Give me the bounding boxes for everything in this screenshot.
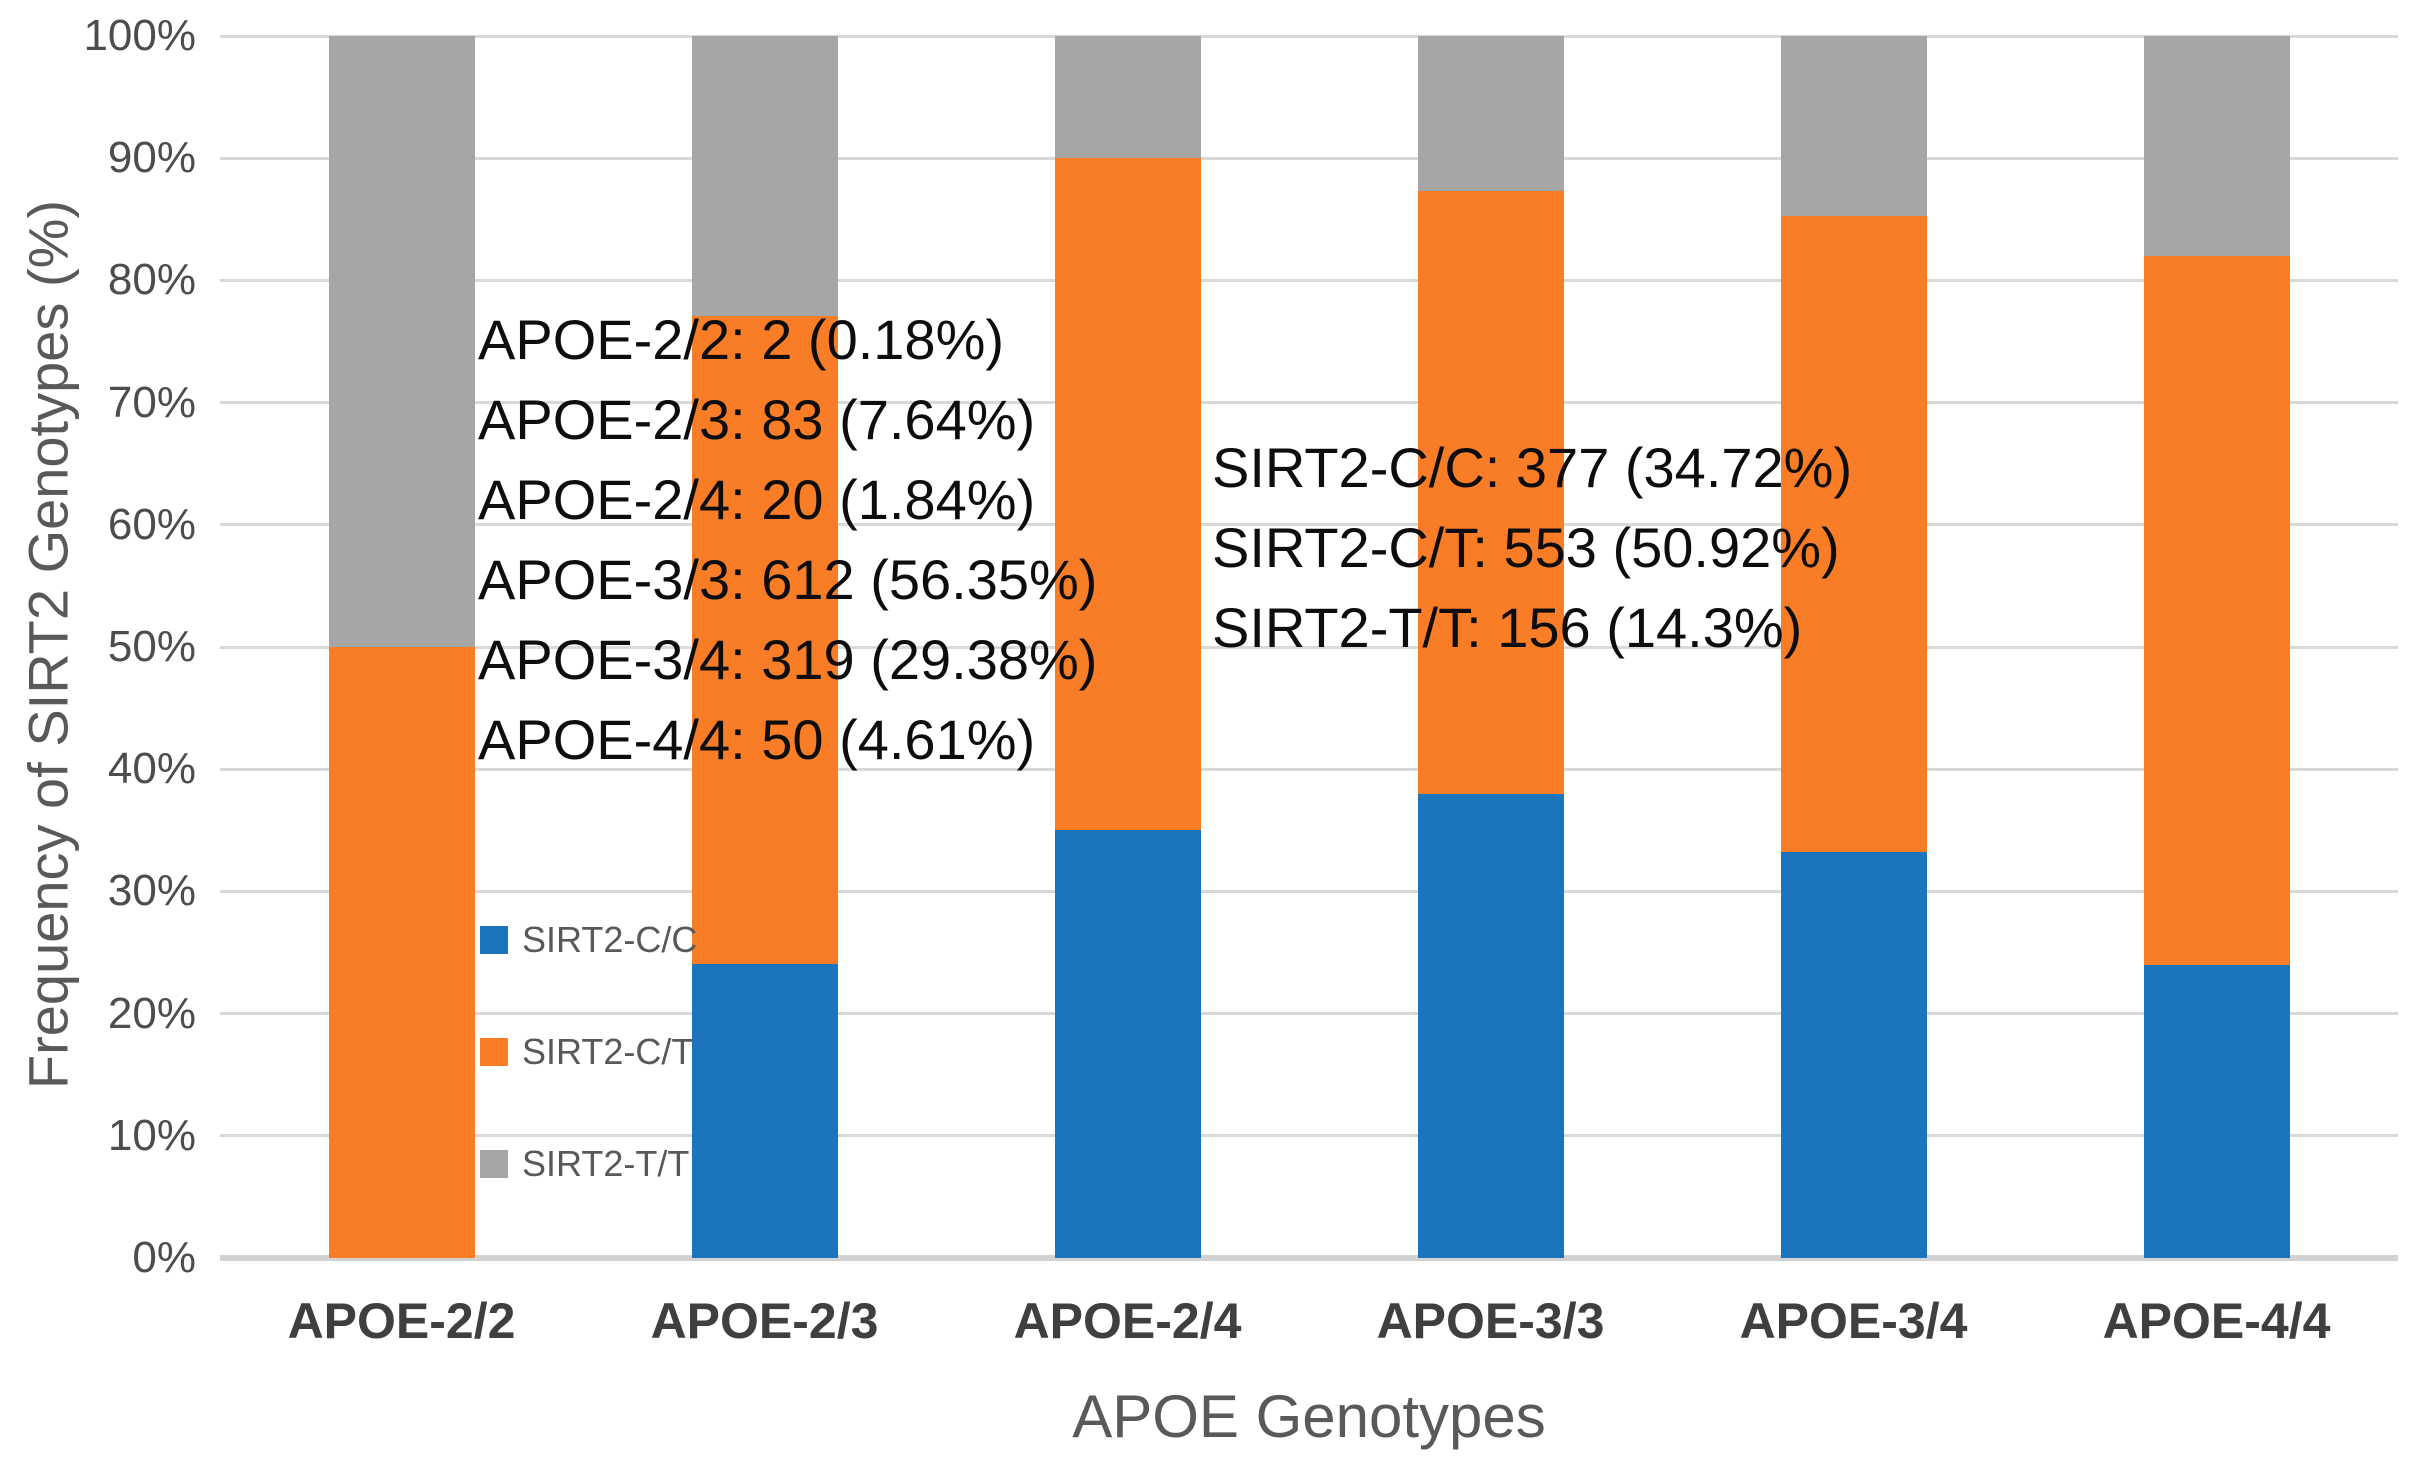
x-category-label: APOE-4/4 bbox=[2102, 1293, 2331, 1349]
gridline bbox=[220, 34, 2398, 38]
bar-segment bbox=[2143, 255, 2290, 965]
x-category-label: APOE-3/4 bbox=[1739, 1293, 1968, 1349]
annotation-line: APOE-2/4: 20 (1.84%) bbox=[478, 468, 1036, 531]
x-category-label: APOE-2/4 bbox=[1013, 1293, 1242, 1349]
bar-segment bbox=[1780, 215, 1927, 853]
bar-segment bbox=[691, 963, 838, 1258]
x-category-label: APOE-2/3 bbox=[650, 1293, 879, 1349]
bar-segment bbox=[1417, 793, 1564, 1258]
legend-item-label: SIRT2-C/T bbox=[522, 1031, 694, 1072]
legend-item-label: SIRT2-C/C bbox=[522, 919, 698, 960]
x-axis-title: APOE Genotypes bbox=[1072, 1383, 1546, 1450]
bar-segment bbox=[691, 36, 838, 316]
bar-segment bbox=[1780, 36, 1927, 216]
bar-segment bbox=[691, 315, 838, 964]
y-tick-label: 0% bbox=[132, 1233, 196, 1282]
annotation-line: APOE-3/4: 319 (29.38%) bbox=[478, 628, 1098, 691]
annotation-apoe-counts: APOE-2/2: 2 (0.18%) APOE-2/3: 83 (7.64%) A… bbox=[478, 300, 1097, 780]
plot-area bbox=[220, 34, 2398, 1261]
annotation-line: APOE-3/3: 612 (56.35%) bbox=[478, 548, 1098, 611]
annotation-line: SIRT2-T/T: 156 (14.3%) bbox=[1212, 596, 1803, 659]
legend: SIRT2-C/C SIRT2-C/T SIRT2-T/T bbox=[480, 912, 697, 1248]
annotation-line: APOE-2/3: 83 (7.64%) bbox=[478, 388, 1036, 451]
x-category-label: APOE-2/2 bbox=[287, 1293, 516, 1349]
annotation-line: APOE-4/4: 50 (4.61%) bbox=[478, 708, 1036, 771]
y-tick-label: 50% bbox=[107, 622, 196, 671]
gridline bbox=[220, 1134, 2398, 1138]
y-tick-label: 100% bbox=[83, 11, 196, 60]
legend-swatch bbox=[480, 1038, 508, 1066]
x-category-label: APOE-3/3 bbox=[1376, 1293, 1605, 1349]
y-tick-label: 20% bbox=[107, 988, 196, 1038]
gridline bbox=[220, 1012, 2398, 1016]
bar-segment bbox=[1054, 158, 1201, 831]
annotation-line: APOE-2/2: 2 (0.18%) bbox=[478, 308, 1005, 371]
y-tick-label: 30% bbox=[107, 866, 196, 916]
gridline bbox=[220, 889, 2398, 893]
y-tick-label: 80% bbox=[107, 255, 196, 305]
legend-swatch bbox=[480, 926, 508, 954]
bar-segment bbox=[328, 647, 475, 1258]
bar-segment bbox=[1417, 36, 1564, 192]
annotation-line: SIRT2-C/T: 553 (50.92%) bbox=[1212, 516, 1840, 579]
bar-segment bbox=[328, 36, 475, 647]
y-tick-label: 70% bbox=[107, 377, 196, 427]
x-axis-line bbox=[220, 1255, 2398, 1261]
annotation-sirt2-counts: SIRT2-C/C: 377 (34.72%) SIRT2-C/T: 553 (5… bbox=[1212, 428, 1852, 668]
bar-segment bbox=[1054, 36, 1201, 159]
legend-item: SIRT2-C/C bbox=[480, 912, 697, 968]
bar-segment bbox=[1054, 830, 1201, 1258]
gridline bbox=[220, 156, 2398, 160]
y-tick-label: 40% bbox=[107, 744, 196, 794]
legend-item: SIRT2-C/T bbox=[480, 1024, 697, 1080]
bar-segment bbox=[1417, 191, 1564, 794]
bar-segment bbox=[2143, 964, 2290, 1258]
legend-swatch bbox=[480, 1150, 508, 1178]
legend-item-label: SIRT2-T/T bbox=[522, 1143, 690, 1184]
y-tick-label: 90% bbox=[107, 133, 196, 183]
legend-item: SIRT2-T/T bbox=[480, 1136, 697, 1192]
gridline bbox=[220, 767, 2398, 771]
gridline bbox=[220, 401, 2398, 405]
gridline bbox=[220, 523, 2398, 527]
annotation-line: SIRT2-C/C: 377 (34.72%) bbox=[1212, 436, 1853, 499]
gridline bbox=[220, 645, 2398, 649]
bar-segment bbox=[1780, 852, 1927, 1258]
y-tick-label: 10% bbox=[107, 1110, 196, 1160]
gridline bbox=[220, 278, 2398, 282]
bar-segment bbox=[2143, 36, 2290, 256]
y-tick-label: 60% bbox=[107, 499, 196, 549]
